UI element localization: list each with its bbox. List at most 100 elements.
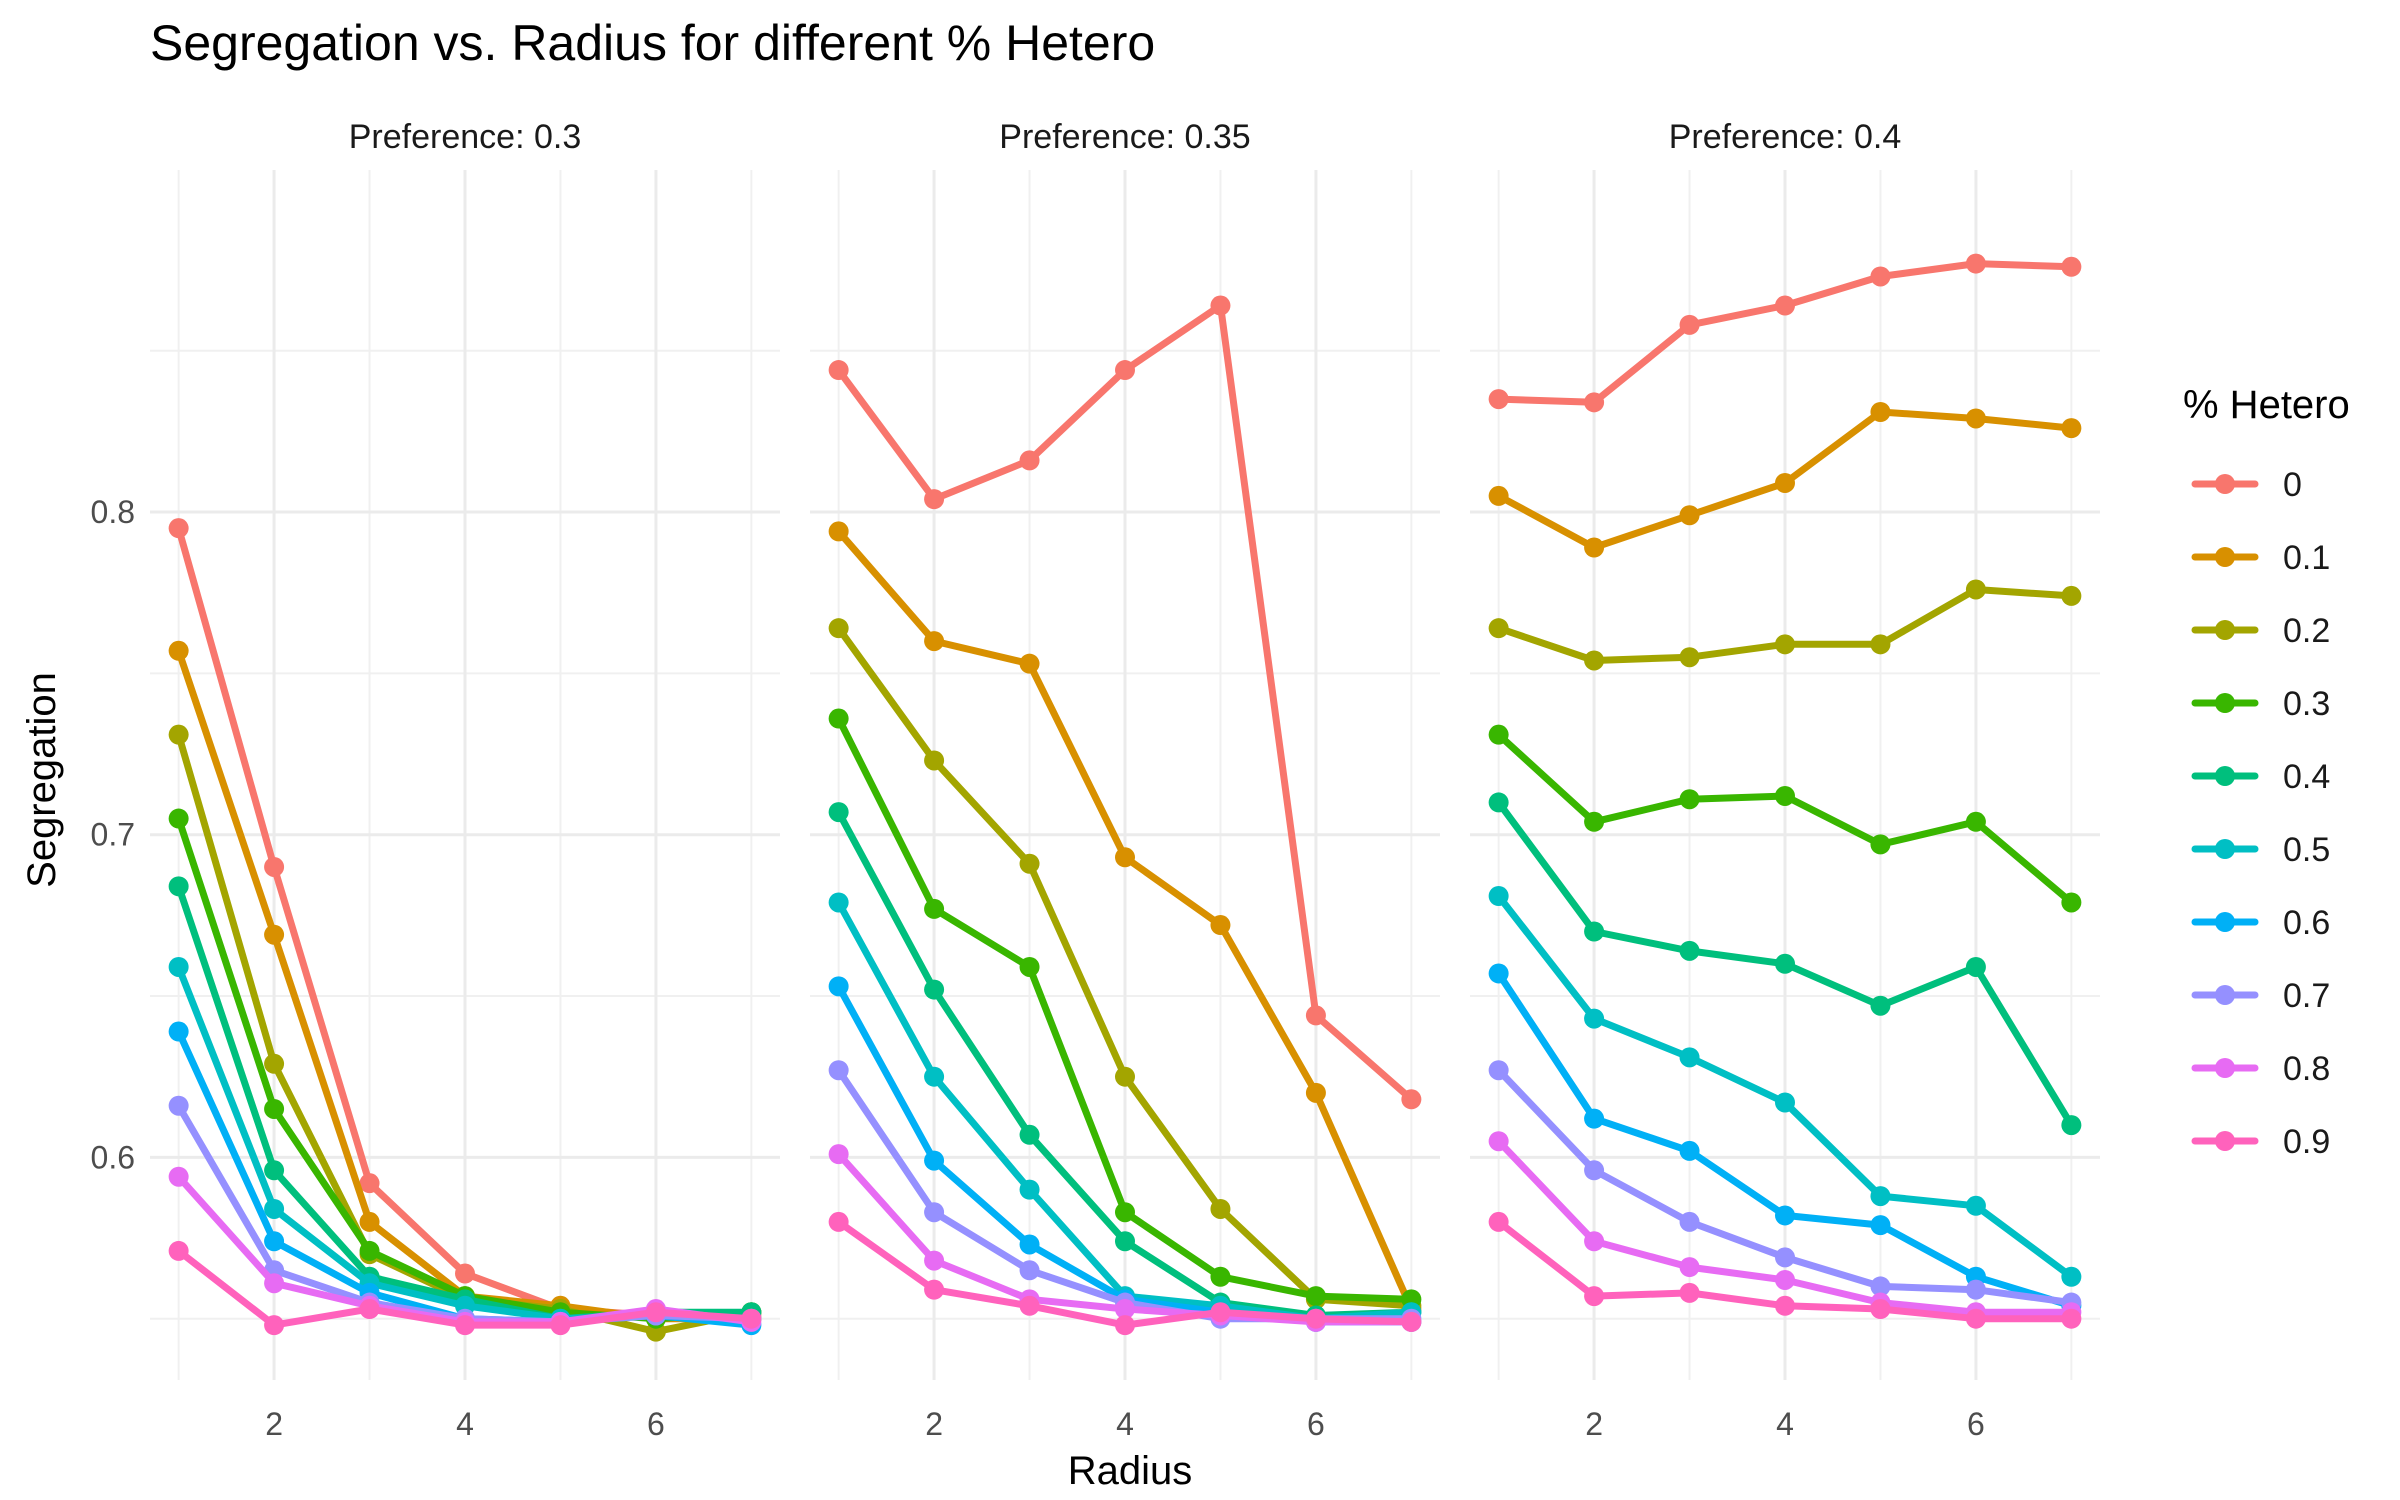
series-0 [1488, 253, 2082, 413]
data-point [1210, 1266, 1231, 1287]
data-point [1870, 995, 1891, 1016]
data-point [359, 1211, 380, 1232]
legend-label: 0.1 [2283, 539, 2330, 577]
legend-swatch-point [2215, 766, 2235, 786]
legend-item: 0.5 [2191, 831, 2330, 869]
data-point [828, 708, 849, 729]
legend-label: 0.5 [2283, 831, 2330, 869]
data-point [1019, 1179, 1040, 1200]
data-point [924, 1202, 945, 1223]
data-point [1305, 1005, 1326, 1026]
data-point [1488, 618, 1509, 639]
y-tick-label: 0.6 [91, 1139, 135, 1175]
data-point [1775, 634, 1795, 655]
data-point [1870, 266, 1891, 287]
data-point [359, 1299, 380, 1320]
data-point [2061, 1308, 2082, 1329]
data-point [1584, 1231, 1605, 1252]
data-point [1584, 921, 1605, 942]
series-0.4 [1488, 792, 2082, 1136]
data-point [1965, 253, 1986, 274]
data-point [168, 1095, 189, 1116]
legend-swatch-point [2215, 693, 2235, 713]
data-point [1210, 1302, 1231, 1323]
series-0.1 [828, 521, 1422, 1320]
data-point [1775, 472, 1795, 493]
data-point [264, 1053, 285, 1074]
legend-item: 0.2 [2191, 612, 2330, 650]
data-point [1019, 1295, 1040, 1316]
legend-label: 0.4 [2283, 758, 2330, 796]
data-point [2061, 892, 2082, 913]
data-point [1775, 1247, 1795, 1268]
x-tick-label: 2 [925, 1406, 943, 1442]
panel-strip-label: Preference: 0.35 [999, 118, 1250, 156]
data-point [1584, 811, 1605, 832]
data-point [1775, 785, 1795, 806]
data-point [1019, 1234, 1040, 1255]
legend-swatch-point [2215, 474, 2235, 494]
data-point [1488, 1131, 1509, 1152]
legend-swatch-point [2215, 912, 2235, 932]
data-point [2061, 1115, 2082, 1136]
data-point [1679, 1140, 1700, 1161]
data-point [924, 1279, 945, 1300]
data-point [168, 808, 189, 829]
data-point [1210, 915, 1231, 936]
legend-item: 0.8 [2191, 1050, 2330, 1088]
data-point [1679, 647, 1700, 668]
legend-title: % Hetero [2183, 383, 2350, 427]
panel-3: Preference: 0.4 2 4 6 [1470, 118, 2100, 1442]
data-point [1965, 1308, 1986, 1329]
data-point [168, 518, 189, 539]
legend-label: 0.3 [2283, 685, 2330, 723]
legend-label: 0 [2283, 466, 2302, 504]
data-point [264, 1160, 285, 1181]
data-point [828, 802, 849, 823]
x-tick-label: 6 [1307, 1406, 1325, 1442]
series-0.5 [1488, 886, 2082, 1287]
data-point [1965, 956, 1986, 977]
data-point [1870, 834, 1891, 855]
data-point [1210, 1198, 1231, 1219]
data-point [1679, 1047, 1700, 1068]
data-point [1019, 450, 1040, 471]
data-point [1488, 792, 1509, 813]
data-point [1401, 1089, 1422, 1110]
x-tick-label: 2 [265, 1406, 283, 1442]
legend-item: 0.7 [2191, 977, 2330, 1015]
legend-label: 0.8 [2283, 1050, 2330, 1088]
data-point [1401, 1311, 1422, 1332]
data-point [828, 1211, 849, 1232]
data-point [924, 1250, 945, 1271]
y-axis: 0.6 0.7 0.8 [91, 494, 135, 1175]
data-point [1679, 1257, 1700, 1278]
data-point [924, 1066, 945, 1087]
data-point [1584, 650, 1605, 671]
data-point [828, 360, 849, 381]
x-tick-label: 4 [456, 1406, 474, 1442]
legend-swatch-point [2215, 547, 2235, 567]
series-0.2 [1488, 579, 2082, 671]
data-point [264, 1231, 285, 1252]
data-point [1488, 485, 1509, 506]
data-point [1584, 1008, 1605, 1029]
data-point [924, 489, 945, 510]
data-point [828, 976, 849, 997]
data-point [1965, 811, 1986, 832]
data-point [1019, 1124, 1040, 1145]
legend-swatch-point [2215, 1058, 2235, 1078]
x-tick-label: 2 [1585, 1406, 1603, 1442]
legend-item: 0.1 [2191, 539, 2330, 577]
data-point [828, 521, 849, 542]
data-point [455, 1315, 475, 1336]
legend-swatch-point [2215, 1131, 2235, 1151]
y-axis-title: Segregation [20, 672, 64, 888]
data-point [168, 1166, 189, 1187]
data-point [1019, 653, 1040, 674]
data-point [1019, 1260, 1040, 1281]
data-point [924, 631, 945, 652]
series-0.9 [1488, 1211, 2082, 1329]
data-point [1488, 963, 1509, 984]
